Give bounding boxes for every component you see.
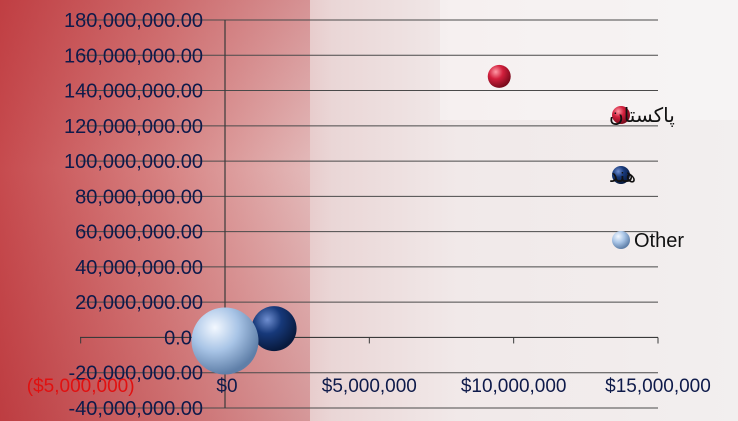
x-tick-labels: ($5,000,000) $0 $5,000,000 $10,000,000 $15,0… [27, 376, 711, 397]
y-tick-label: 140,000,000.00 [64, 81, 203, 103]
legend: پاکستان هند Other [609, 105, 684, 252]
legend-marker [612, 231, 630, 249]
y-tick-label: -40,000,000.00 [68, 398, 203, 420]
y-tick-label: 80,000,000.00 [75, 186, 203, 208]
y-tick-label: 40,000,000.00 [75, 257, 203, 279]
x-tick-label: $15,000,000 [605, 376, 711, 397]
legend-label: هند [609, 165, 636, 187]
axes [80, 20, 659, 408]
y-tick-label: 160,000,000.00 [64, 45, 203, 67]
x-tick-label: $5,000,000 [322, 376, 417, 397]
y-tick-label: 20,000,000.00 [75, 292, 203, 314]
bubbles [191, 64, 511, 375]
y-tick-label: -20,000,000.00 [68, 363, 203, 385]
background-stripe [0, 0, 310, 421]
legend-marker [612, 166, 630, 184]
legend-label: Other [634, 230, 684, 252]
y-tick-labels: 180,000,000.00 160,000,000.00 140,000,000.… [64, 10, 203, 420]
bubble-series-3 [191, 307, 259, 375]
gridlines [80, 19, 658, 409]
legend-label: پاکستان [609, 105, 675, 128]
bubble-series-2 [251, 306, 297, 352]
x-tick-label: $10,000,000 [461, 376, 567, 397]
y-tick-label: 100,000,000.00 [64, 151, 203, 173]
x-tick-label: ($5,000,000) [27, 376, 135, 397]
legend-marker [612, 106, 630, 124]
y-tick-label: 120,000,000.00 [64, 116, 203, 138]
y-tick-label: 60,000,000.00 [75, 222, 203, 244]
bubble-series-1 [487, 64, 511, 88]
x-tick-label: $0 [216, 376, 237, 397]
y-tick-label: 180,000,000.00 [64, 10, 203, 32]
